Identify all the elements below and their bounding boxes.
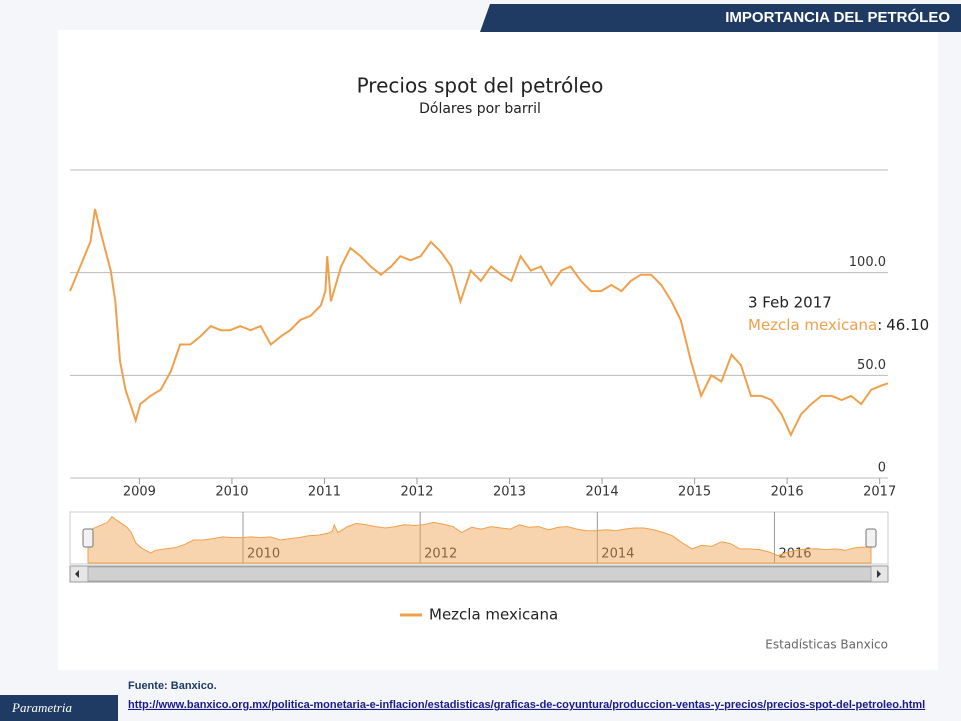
header-title: IMPORTANCIA DEL PETRÓLEO bbox=[725, 8, 950, 26]
x-tick-label: 2013 bbox=[493, 485, 526, 500]
header-bar bbox=[480, 4, 961, 32]
tooltip-value: 46.10 bbox=[886, 316, 929, 334]
price-line bbox=[69, 208, 889, 438]
chart-title: Precios spot del petróleo bbox=[357, 74, 604, 98]
navigator-area bbox=[87, 516, 872, 564]
y-tick-label: 50.0 bbox=[857, 358, 886, 373]
credit: Estadísticas Banxico bbox=[765, 638, 888, 652]
navigator-tick-label: 2012 bbox=[424, 547, 457, 562]
source-url[interactable]: http://www.banxico.org.mx/politica-monet… bbox=[128, 699, 925, 711]
chart-subtitle: Dólares por barril bbox=[419, 101, 541, 117]
x-tick-label: 2012 bbox=[400, 485, 433, 500]
x-tick-label: 2010 bbox=[215, 485, 248, 500]
tooltip-separator: : bbox=[877, 316, 882, 334]
y-tick-label: 100.0 bbox=[849, 255, 886, 270]
legend-label[interactable]: Mezcla mexicana bbox=[429, 606, 558, 624]
source: Fuente: Banxico. bbox=[128, 680, 217, 692]
tooltip-label: Mezcla mexicana bbox=[748, 316, 877, 334]
tooltip-text: Mezcla mexicana: 46.10 bbox=[748, 316, 929, 334]
x-tick-label: 2011 bbox=[308, 485, 341, 500]
tooltip-date: 3 Feb 2017 bbox=[748, 294, 832, 312]
scroll-right[interactable] bbox=[877, 570, 881, 578]
scroll-left[interactable] bbox=[75, 570, 79, 578]
x-tick-label: 2009 bbox=[123, 485, 156, 500]
x-tick-label: 2017 bbox=[863, 485, 896, 500]
navigator-tick-label: 2016 bbox=[778, 547, 811, 562]
x-tick-label: 2015 bbox=[678, 485, 711, 500]
nav-handle-left[interactable] bbox=[82, 528, 94, 548]
x-tick-label: 2014 bbox=[586, 485, 619, 500]
navigator-frame bbox=[69, 511, 889, 565]
y-tick-label: 0 bbox=[878, 461, 886, 476]
nav-handle-right[interactable] bbox=[865, 528, 877, 548]
scrollbar-thumb[interactable] bbox=[87, 566, 872, 582]
x-tick-label: 2016 bbox=[771, 485, 804, 500]
navigator-tick-label: 2010 bbox=[247, 547, 280, 562]
navigator-tick-label: 2014 bbox=[601, 547, 634, 562]
logo: Parametria bbox=[11, 700, 72, 715]
logo-box bbox=[0, 695, 118, 721]
plot: 0 50.0 100.0 2009 2010 2011 2012 2013 2014 2015 20… bbox=[69, 169, 896, 565]
